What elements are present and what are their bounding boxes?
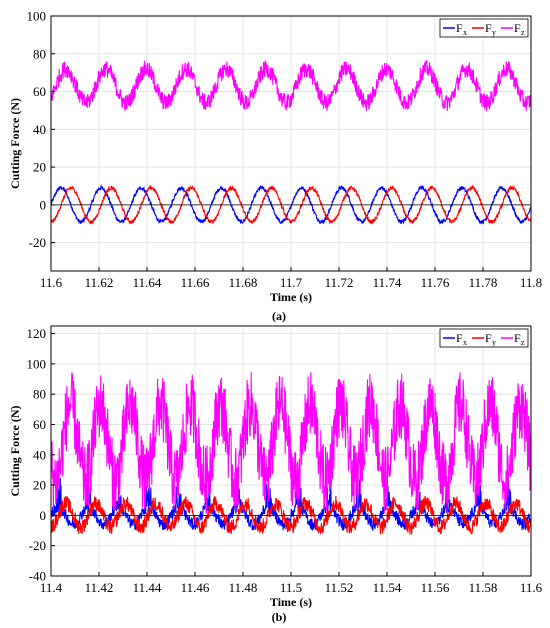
xtick-label-a-6: 11.72 [325, 275, 354, 290]
xtick-label-a-2: 11.64 [133, 275, 162, 290]
xtick-label-a-0: 11.6 [40, 275, 63, 290]
ytick-label-b-3: 20 [33, 478, 46, 493]
ytick-label-b-5: 60 [33, 417, 46, 432]
xtick-label-b-3: 11.46 [181, 580, 210, 595]
panel-b: 11.4 11.42 11.44 11.46 11.48 11.5 11.52 11.54 11… [8, 325, 543, 609]
xtick-label-b-6: 11.52 [325, 580, 354, 595]
series-line-b-y [51, 495, 531, 535]
ylabel-b: Cutting Force (N) [8, 405, 22, 496]
legend-sub-a-y: y [492, 28, 496, 37]
legend-label-a-y: F [485, 21, 492, 35]
xtick-label-b-7: 11.54 [373, 580, 402, 595]
ytick-label-a-0: -20 [29, 235, 46, 250]
ytick-label-b-2: 0 [40, 508, 47, 523]
caption-b: (b) [272, 610, 287, 624]
ytick-label-b-4: 40 [33, 447, 46, 462]
ytick-label-b-8: 120 [27, 326, 47, 341]
legend-label-a-z: F [514, 21, 521, 35]
xtick-label-a-1: 11.62 [85, 275, 114, 290]
ytick-label-b-0: -40 [29, 569, 46, 584]
xtick-label-b-9: 11.58 [469, 580, 498, 595]
xtick-label-b-2: 11.44 [133, 580, 162, 595]
legend-label-b-y: F [485, 331, 492, 345]
legend-sub-a-x: x [463, 28, 467, 37]
ylabel-a: Cutting Force (N) [8, 98, 22, 189]
series-line-b-z [51, 372, 531, 515]
legend-label-a-x: F [456, 21, 463, 35]
ytick-label-a-1: 0 [40, 197, 47, 212]
xtick-label-b-10: 11.6 [520, 580, 543, 595]
xtick-label-a-5: 11.7 [280, 275, 303, 290]
legend-sub-a-z: z [521, 28, 525, 37]
ytick-label-a-3: 40 [33, 122, 46, 137]
ytick-label-a-2: 20 [33, 160, 46, 175]
xtick-label-a-9: 11.78 [469, 275, 498, 290]
xtick-label-b-8: 11.56 [421, 580, 450, 595]
xtick-label-b-1: 11.42 [85, 580, 114, 595]
ytick-label-a-5: 80 [33, 46, 46, 61]
xtick-label-a-4: 11.68 [229, 275, 258, 290]
ytick-label-b-6: 80 [33, 387, 46, 402]
series-line-a-y [51, 184, 531, 226]
ytick-label-a-4: 60 [33, 84, 46, 99]
xtick-label-a-3: 11.66 [181, 275, 210, 290]
xtick-label-a-8: 11.76 [421, 275, 450, 290]
legend-label-b-x: F [456, 331, 463, 345]
ytick-label-a-6: 100 [27, 9, 47, 24]
legend-label-b-z: F [514, 331, 521, 345]
xlabel-b: Time (s) [270, 595, 312, 609]
legend-sub-b-z: z [521, 338, 525, 347]
xtick-label-a-10: 11.8 [520, 275, 542, 290]
ytick-label-b-7: 100 [27, 356, 47, 371]
legend-sub-b-y: y [492, 338, 496, 347]
caption-a: (a) [272, 309, 286, 323]
xtick-label-b-0: 11.4 [40, 580, 63, 595]
legend-sub-b-x: x [463, 338, 467, 347]
xtick-label-b-5: 11.5 [280, 580, 302, 595]
ytick-label-b-1: -20 [29, 538, 46, 553]
series-line-a-z [51, 60, 531, 112]
xlabel-a: Time (s) [270, 290, 312, 304]
xtick-label-b-4: 11.48 [229, 580, 258, 595]
xtick-label-a-7: 11.74 [373, 275, 402, 290]
panel-a: 11.6 11.62 11.64 11.66 11.68 11.7 11.72 11.74 11… [8, 9, 542, 305]
